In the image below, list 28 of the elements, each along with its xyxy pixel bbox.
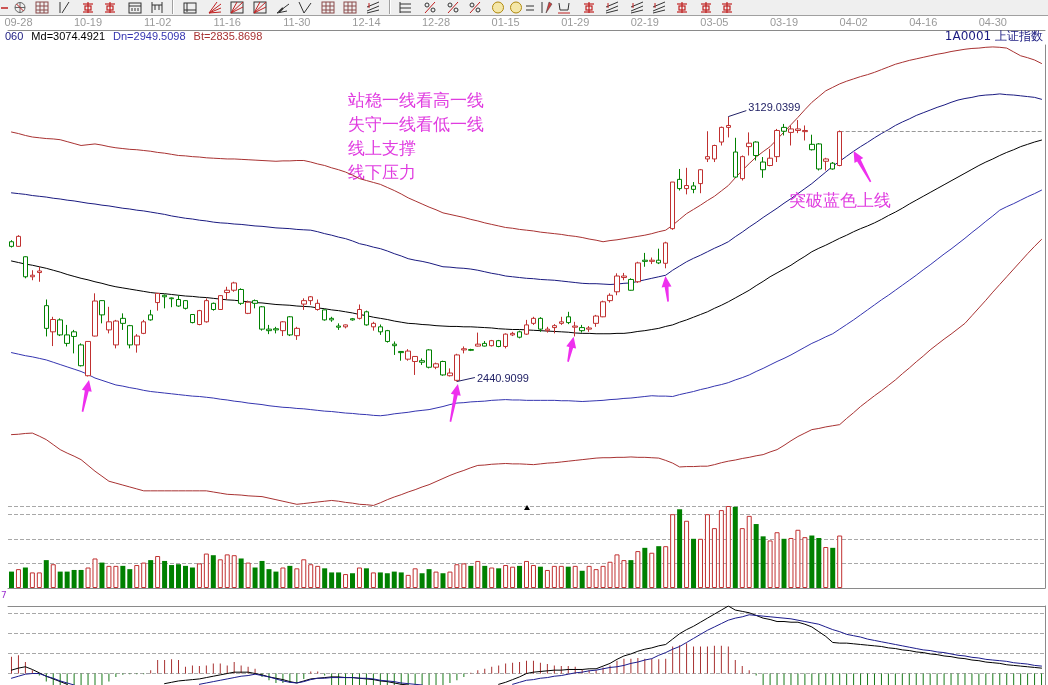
x-tick-label: 03-05: [700, 15, 729, 28]
annotation: 站稳一线看高一线: [348, 89, 484, 110]
annotation: 突破蓝色上线: [788, 189, 891, 210]
x-tick-label: 11-30: [283, 15, 311, 28]
x-tick-label: 04-02: [839, 15, 868, 28]
text: Md=3074.4921: [31, 29, 106, 42]
x-tick-label: 12-28: [421, 15, 451, 28]
x-tick-label: 02-19: [630, 15, 659, 28]
x-tick-label: 10-19: [73, 15, 103, 28]
text: 060: [5, 29, 24, 42]
x-tick-label: 11-16: [213, 15, 241, 28]
text: 3129.0399: [748, 100, 801, 113]
annotation: 线上支撑: [348, 137, 416, 158]
annotation: 失守一线看低一线: [348, 113, 484, 134]
text: Dn=2949.5098: [113, 29, 186, 42]
x-tick-label: 03-19: [769, 15, 799, 28]
text: 7: [1, 589, 7, 600]
x-tick-label: 01-29: [561, 15, 590, 28]
x-tick-label: 12-14: [352, 15, 381, 28]
x-tick-label: 04-16: [909, 15, 938, 28]
chart-title: 1A0001 上证指数: [944, 29, 1044, 43]
x-tick-label: 09-28: [4, 15, 33, 28]
annotation: 线下压力: [348, 161, 416, 182]
x-tick-label: 04-30: [978, 15, 1007, 28]
text: Bt=2835.8698: [193, 29, 263, 42]
x-tick-label: 01-15: [491, 15, 520, 28]
text: 2440.9099: [476, 371, 529, 384]
x-tick-label: 11-02: [143, 15, 172, 28]
